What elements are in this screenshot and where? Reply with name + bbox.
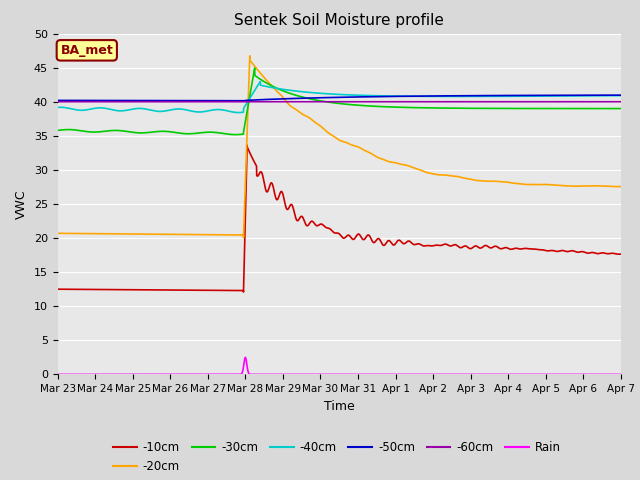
X-axis label: Time: Time	[324, 400, 355, 413]
Text: BA_met: BA_met	[60, 44, 113, 57]
Legend: -10cm, -20cm, -30cm, -40cm, -50cm, -60cm, Rain: -10cm, -20cm, -30cm, -40cm, -50cm, -60cm…	[109, 436, 566, 478]
Y-axis label: VWC: VWC	[15, 189, 28, 219]
Title: Sentek Soil Moisture profile: Sentek Soil Moisture profile	[234, 13, 444, 28]
